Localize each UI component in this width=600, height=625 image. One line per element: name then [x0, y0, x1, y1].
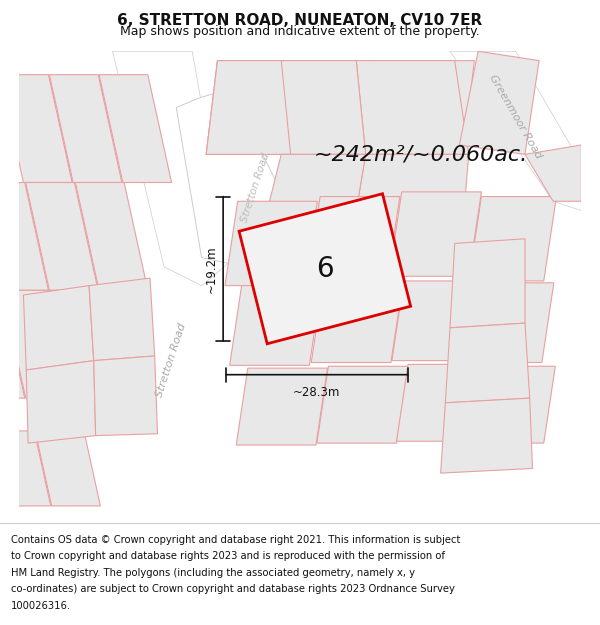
Polygon shape: [392, 281, 484, 361]
Polygon shape: [450, 51, 581, 211]
Polygon shape: [230, 286, 322, 365]
Text: ~28.3m: ~28.3m: [293, 386, 341, 399]
Text: Map shows position and indicative extent of the property.: Map shows position and indicative extent…: [120, 26, 480, 39]
Polygon shape: [113, 51, 230, 286]
Polygon shape: [206, 61, 302, 154]
Polygon shape: [440, 398, 533, 473]
Text: ~242m²/~0.060ac.: ~242m²/~0.060ac.: [314, 144, 529, 164]
Polygon shape: [0, 431, 1, 506]
Polygon shape: [317, 366, 408, 443]
Polygon shape: [26, 361, 95, 443]
Polygon shape: [379, 61, 475, 154]
Polygon shape: [76, 182, 148, 290]
Polygon shape: [469, 196, 556, 281]
Text: to Crown copyright and database rights 2023 and is reproduced with the permissio: to Crown copyright and database rights 2…: [11, 551, 445, 561]
Text: 6, STRETTON ROAD, NUNEATON, CV10 7ER: 6, STRETTON ROAD, NUNEATON, CV10 7ER: [118, 12, 482, 28]
Polygon shape: [460, 51, 539, 154]
Text: co-ordinates) are subject to Crown copyright and database rights 2023 Ordnance S: co-ordinates) are subject to Crown copyr…: [11, 584, 455, 594]
Polygon shape: [0, 182, 49, 290]
Polygon shape: [176, 89, 319, 278]
Polygon shape: [236, 368, 328, 445]
Polygon shape: [94, 356, 158, 436]
Text: HM Land Registry. The polygons (including the associated geometry, namely x, y: HM Land Registry. The polygons (includin…: [11, 568, 415, 578]
Polygon shape: [389, 192, 481, 276]
Text: 6: 6: [316, 255, 334, 282]
Polygon shape: [2, 290, 74, 398]
Polygon shape: [267, 154, 365, 211]
Polygon shape: [206, 61, 386, 154]
Polygon shape: [397, 364, 488, 441]
Text: Contains OS data © Crown copyright and database right 2021. This information is : Contains OS data © Crown copyright and d…: [11, 535, 460, 545]
Polygon shape: [473, 366, 555, 443]
Polygon shape: [206, 61, 302, 154]
Polygon shape: [450, 239, 525, 328]
Text: Stretton Road: Stretton Road: [155, 322, 188, 399]
Polygon shape: [356, 61, 469, 154]
Polygon shape: [0, 431, 51, 506]
Polygon shape: [26, 182, 98, 290]
Polygon shape: [52, 290, 124, 398]
Polygon shape: [525, 145, 581, 201]
Polygon shape: [0, 74, 72, 182]
Text: 100026316.: 100026316.: [11, 601, 71, 611]
Polygon shape: [445, 323, 530, 402]
Polygon shape: [469, 282, 554, 362]
Polygon shape: [225, 201, 317, 286]
Polygon shape: [99, 74, 172, 182]
Polygon shape: [23, 286, 94, 370]
Polygon shape: [308, 196, 400, 281]
Text: ~19.2m: ~19.2m: [205, 245, 218, 292]
Polygon shape: [49, 74, 122, 182]
Polygon shape: [311, 282, 403, 362]
Polygon shape: [89, 278, 155, 361]
Polygon shape: [356, 154, 469, 211]
Polygon shape: [293, 61, 388, 154]
Text: Stretton Road: Stretton Road: [239, 151, 271, 223]
Polygon shape: [35, 431, 100, 506]
Polygon shape: [281, 61, 365, 154]
Polygon shape: [239, 194, 410, 344]
Text: Greenmoor Road: Greenmoor Road: [488, 73, 544, 161]
Polygon shape: [0, 290, 25, 398]
